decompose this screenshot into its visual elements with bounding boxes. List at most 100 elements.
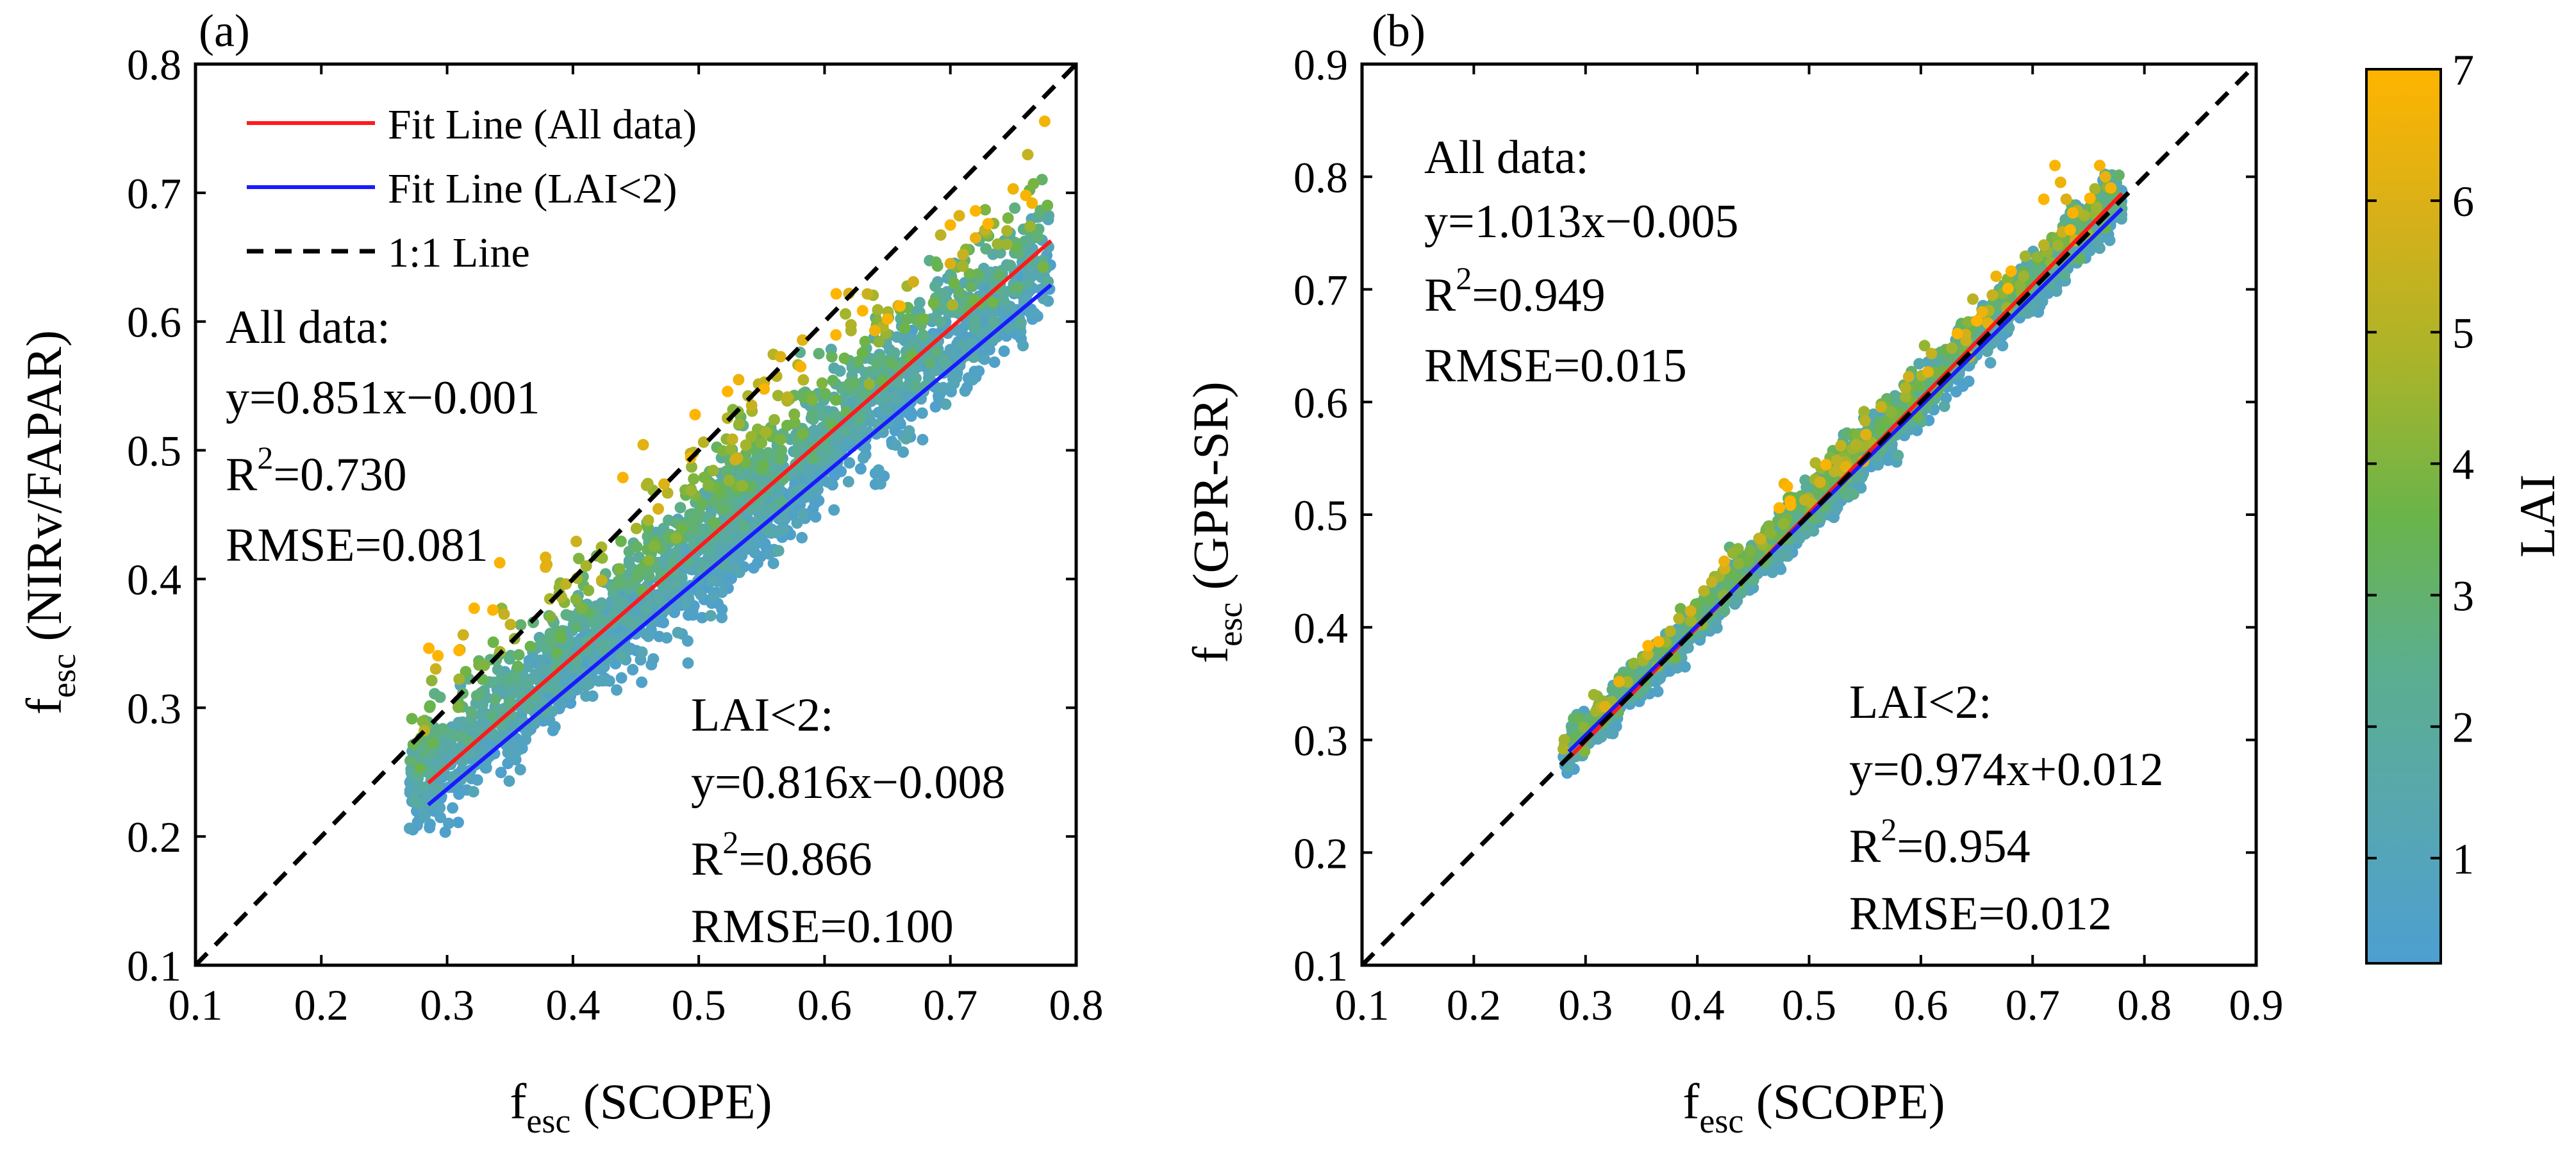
scatter-point (503, 697, 515, 709)
y-tick-label: 0.6 (127, 298, 181, 347)
scatter-point (514, 763, 526, 776)
scatter-point (929, 280, 942, 292)
scatter-point (615, 535, 627, 547)
annot-low-r2-a: R2=0.866 (691, 824, 872, 886)
scatter-point (967, 374, 979, 386)
scatter-point (830, 394, 842, 406)
scatter-point (758, 459, 770, 471)
scatter-point (772, 545, 785, 557)
scatter-point (994, 247, 1006, 259)
scatter-point (554, 699, 567, 711)
scatter-point (583, 678, 595, 690)
scatter-point (970, 232, 981, 244)
scatter-point (963, 268, 976, 280)
scatter-point (997, 295, 1010, 307)
scatter-point (467, 786, 479, 798)
scatter-point (586, 616, 599, 628)
scatter-point (434, 691, 446, 703)
panel-label-a: (a) (199, 5, 250, 56)
scatter-point (1043, 210, 1055, 222)
scatter-point (1831, 501, 1843, 513)
scatter-point (647, 653, 660, 665)
annot-low-rmse-a: RMSE=0.100 (691, 900, 954, 953)
scatter-point (1036, 174, 1048, 186)
scatter-point (947, 369, 960, 381)
scatter-point (944, 258, 956, 270)
scatter-point (965, 281, 977, 293)
scatter-point (806, 408, 819, 420)
scatter-point (845, 319, 857, 331)
scatter-point (661, 487, 674, 499)
scatter-point (760, 426, 772, 438)
scatter-point (947, 299, 959, 311)
scatter-point (910, 380, 922, 392)
annot-low-eq-a: y=0.816x−0.008 (691, 756, 1005, 809)
scatter-point (959, 385, 971, 397)
scatter-point (406, 713, 418, 725)
scatter-point (856, 304, 868, 317)
scatter-point (940, 398, 952, 410)
scatter-point (993, 269, 1005, 281)
annot-all-r2-a: R2=0.730 (226, 440, 407, 501)
scatter-point (617, 472, 629, 484)
scatter-point (1950, 386, 1962, 398)
scatter-point (522, 676, 534, 688)
scatter-point (652, 503, 664, 515)
scatter-point (872, 464, 885, 476)
scatter-point (987, 296, 999, 308)
scatter-point (849, 377, 861, 389)
scatter-point (774, 433, 786, 445)
scatter-point (885, 357, 897, 369)
scatter-point (470, 690, 483, 702)
scatter-point (813, 347, 825, 360)
scatter-point (649, 540, 661, 552)
scatter-point (424, 701, 436, 713)
scatter-point (998, 345, 1010, 357)
scatter-point (554, 632, 567, 644)
scatter-point (1981, 345, 1993, 358)
scatter-point (761, 447, 774, 460)
y-tick-label: 0.2 (127, 813, 181, 861)
scatter-point (830, 288, 842, 300)
scatter-point (2084, 245, 2096, 257)
scatter-point (968, 294, 980, 306)
y-tick-label: 0.4 (127, 555, 181, 604)
scatter-point (570, 621, 582, 633)
scatter-point (570, 593, 582, 605)
scatter-point (797, 334, 809, 346)
scatter-point (935, 316, 947, 328)
scatter-point (460, 666, 472, 677)
y-axis-label-a: fesc (NIRv/FAPAR) (16, 330, 83, 715)
scatter-point (597, 640, 609, 652)
scatter-point (431, 726, 443, 738)
scatter-point (630, 522, 642, 535)
scatter-point (767, 558, 779, 569)
scatter-point (561, 647, 573, 659)
scatter-point (729, 454, 741, 466)
scatter-point (457, 629, 469, 641)
scatter-point (707, 465, 719, 477)
scatter-point (1010, 242, 1022, 253)
scatter-point (864, 366, 876, 378)
scatter-point (576, 602, 588, 614)
scatter-point (791, 517, 803, 529)
scatter-point (982, 218, 994, 230)
scatter-point (640, 479, 652, 492)
scatter-point (900, 433, 912, 445)
scatter-point (812, 484, 824, 496)
scatter-point (905, 410, 917, 422)
scatter-point (1766, 567, 1779, 578)
scatter-point (972, 268, 984, 280)
scatter-point (545, 636, 557, 649)
scatter-point (1963, 376, 1975, 387)
scatter-point (857, 452, 869, 464)
scatter-point (637, 438, 649, 451)
scatter-point (938, 354, 950, 367)
scatter-point (1017, 340, 1029, 352)
scatter-point (595, 574, 608, 586)
scatter-point (1042, 276, 1054, 288)
scatter-point (670, 578, 682, 590)
scatter-point (696, 611, 708, 624)
scatter-point (795, 361, 807, 373)
scatter-point (781, 391, 794, 403)
